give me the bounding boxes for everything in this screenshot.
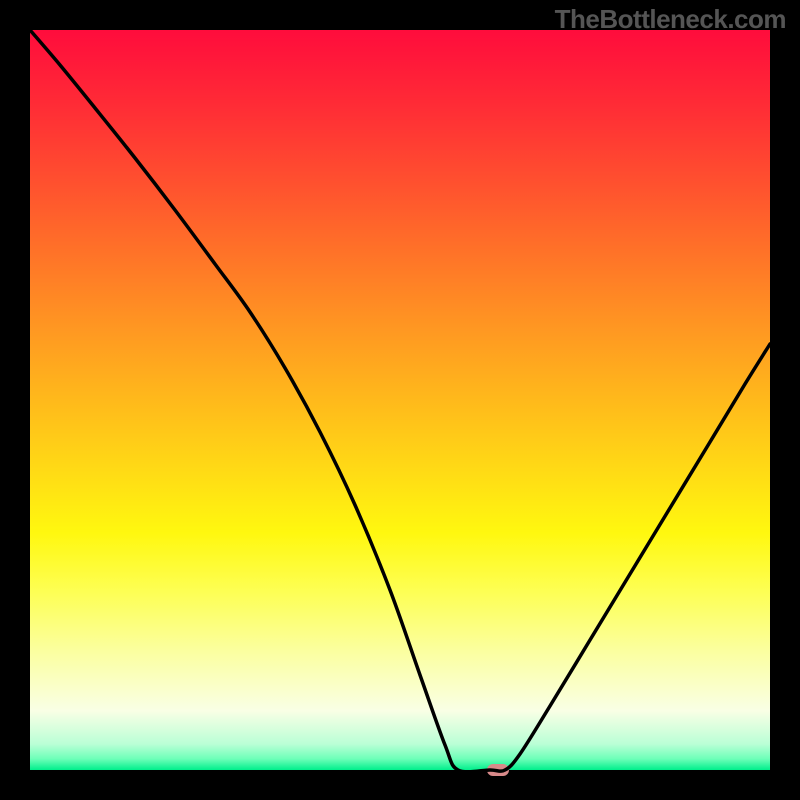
chart-svg [0,0,800,800]
gradient-background [30,30,770,770]
chart-container: TheBottleneck.com [0,0,800,800]
watermark-text: TheBottleneck.com [555,4,786,35]
